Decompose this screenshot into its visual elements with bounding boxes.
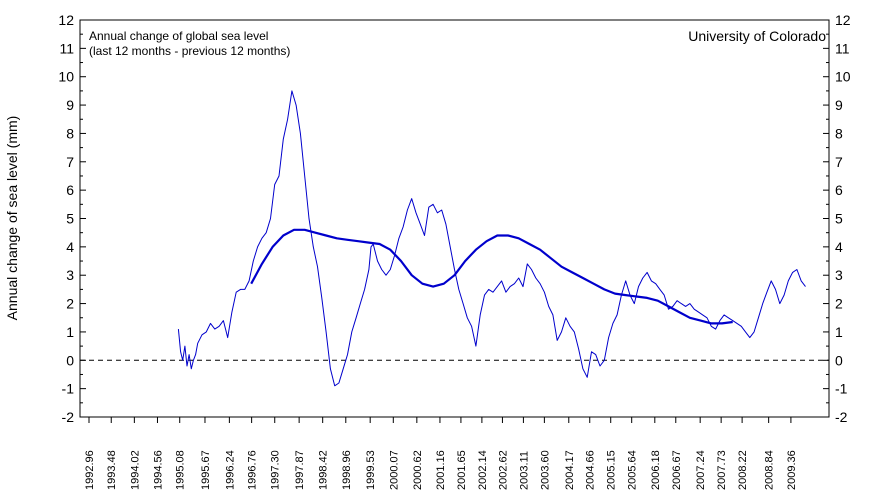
- x-tick-label: 1998.42: [318, 450, 330, 490]
- y-tick-label-right: 1: [835, 324, 843, 340]
- x-tick-label: 1996.76: [247, 450, 259, 490]
- y-tick-label-left: 5: [66, 211, 74, 227]
- plot-frame: [79, 19, 830, 418]
- y-tick-label-right: 10: [835, 69, 851, 85]
- y-tick-label-right: 0: [835, 352, 843, 368]
- x-tick-label: 1997.87: [294, 450, 306, 490]
- x-tick-label: 2004.66: [585, 450, 597, 490]
- x-tick-label: 1995.08: [175, 450, 187, 490]
- y-tick-label-right: 9: [835, 97, 843, 113]
- x-tick-label: 2002.62: [497, 450, 509, 490]
- x-tick-label: 1996.24: [224, 450, 236, 490]
- y-tick-label-left: 6: [66, 182, 74, 198]
- x-tick-label: 2009.36: [786, 450, 798, 490]
- x-tick-label: 2000.62: [412, 450, 424, 490]
- y-tick-label-left: 11: [59, 40, 74, 56]
- y-tick-label-right: 12: [835, 12, 851, 28]
- x-tick-label: 2000.07: [388, 450, 400, 490]
- x-tick-label: 1995.67: [200, 450, 212, 490]
- y-tick-label-right: 11: [835, 40, 850, 56]
- y-tick-label-right: 6: [835, 182, 843, 198]
- y-tick-label-right: 2: [835, 296, 843, 312]
- x-axis: 1992.96 1993.48 1994.02 1994.56 1995.08 1995.…: [84, 417, 798, 490]
- y-tick-label-left: 8: [66, 125, 74, 141]
- y-tick-label-left: 9: [66, 97, 74, 113]
- x-tick-label: 1992.96: [84, 450, 96, 490]
- y-tick-label-right: 8: [835, 125, 843, 141]
- x-tick-label: 1993.48: [106, 450, 118, 490]
- series-layer: [177, 90, 806, 387]
- annotation-line-1: Annual change of global sea level: [89, 29, 268, 43]
- x-tick-label: 2005.64: [627, 450, 639, 490]
- x-tick-label: 2008.22: [737, 450, 749, 490]
- x-tick-label: 2006.67: [671, 450, 683, 490]
- y-tick-label-left: 2: [66, 296, 74, 312]
- x-tick-label: 2001.16: [435, 450, 447, 490]
- x-tick-label: 2007.73: [716, 450, 728, 490]
- x-tick-label: 2007.24: [695, 450, 707, 490]
- y-tick-label-left: 12: [58, 12, 74, 28]
- y-tick-label-left: 7: [66, 154, 74, 170]
- x-tick-label: 2008.84: [764, 450, 776, 490]
- y-tick-label-right: 5: [835, 211, 843, 227]
- y-tick-label-left: 10: [58, 69, 74, 85]
- annual-change-series-line: [177, 90, 806, 387]
- x-tick-label: 1994.02: [129, 450, 141, 490]
- source-label: University of Colorado: [688, 28, 826, 44]
- x-tick-label: 1999.53: [365, 450, 377, 490]
- y-tick-label-left: 3: [66, 267, 74, 283]
- x-tick-label: 2004.17: [564, 450, 576, 490]
- y-tick-label-left: 0: [66, 352, 74, 368]
- y-tick-label-right: -2: [835, 409, 848, 425]
- y-tick-label-left: 1: [66, 324, 74, 340]
- x-tick-label: 1997.30: [270, 450, 282, 490]
- x-tick-label: 2001.65: [456, 450, 468, 490]
- y-tick-label-right: 7: [835, 154, 843, 170]
- y-axis-title: Annual change of sea level (mm): [4, 116, 20, 321]
- x-tick-label: 2006.18: [650, 450, 662, 490]
- x-tick-label: 1994.56: [152, 450, 164, 490]
- x-tick-label: 2003.11: [518, 451, 530, 490]
- y-tick-label-right: -1: [835, 381, 848, 397]
- smoothed-series-line: [250, 228, 733, 325]
- y-tick-label-right: 4: [835, 239, 843, 255]
- x-tick-label: 1998.96: [341, 450, 353, 490]
- annotation-line-2: (last 12 months - previous 12 months): [89, 44, 290, 58]
- y-tick-label-right: 3: [835, 267, 843, 283]
- y-tick-label-left: 4: [66, 239, 74, 255]
- y-tick-label-left: -1: [62, 381, 75, 397]
- x-tick-label: 2002.14: [477, 450, 489, 490]
- x-tick-label: 2003.60: [539, 450, 551, 490]
- y-tick-label-left: -2: [62, 409, 75, 425]
- x-tick-label: 2005.15: [606, 450, 618, 490]
